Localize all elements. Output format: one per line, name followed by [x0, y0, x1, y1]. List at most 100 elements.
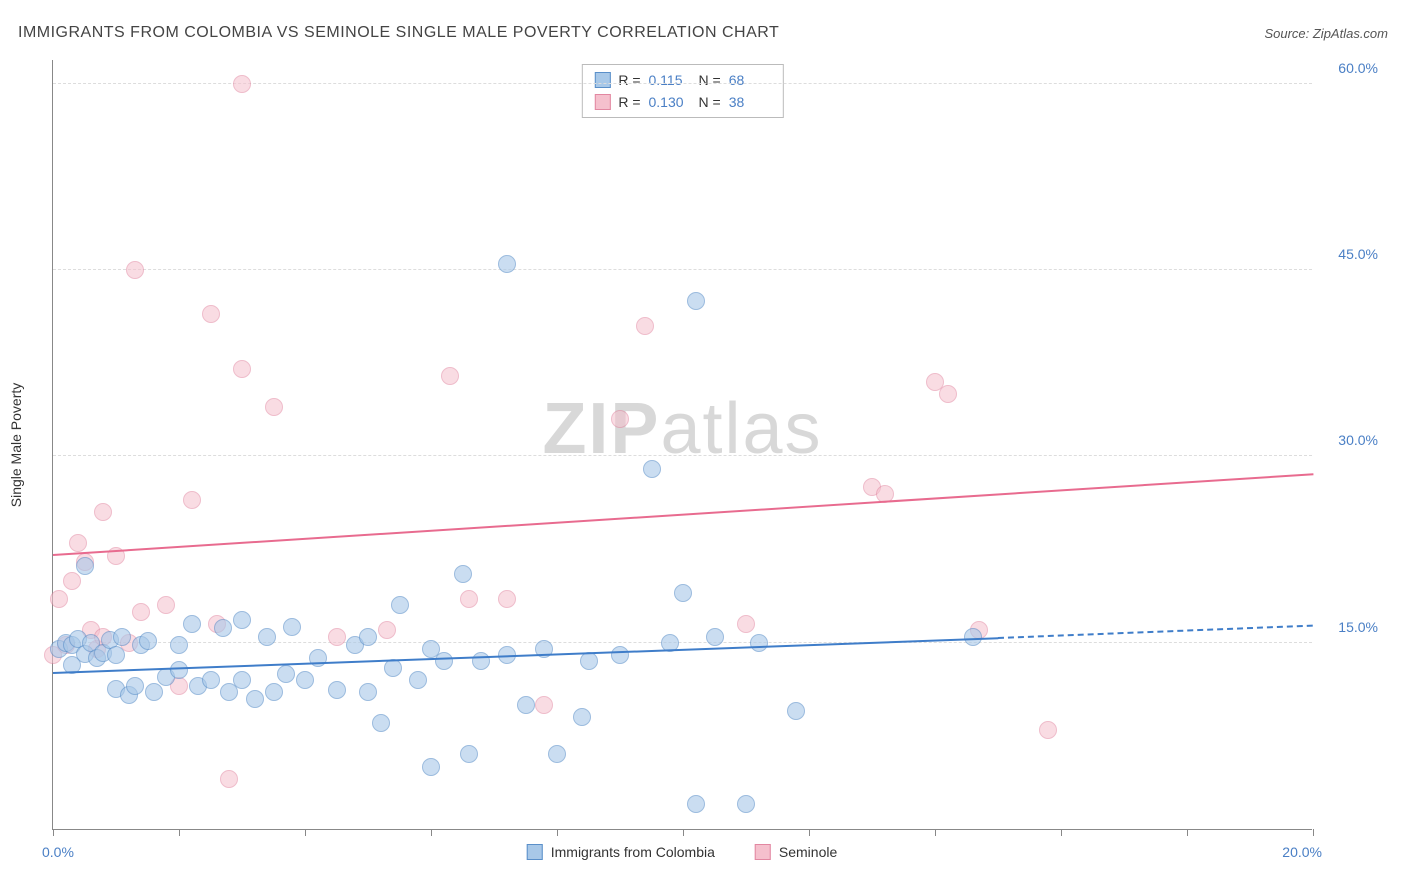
- scatter-point: [359, 628, 377, 646]
- scatter-point: [328, 681, 346, 699]
- y-tick-label: 45.0%: [1318, 246, 1378, 262]
- scatter-point: [687, 795, 705, 813]
- watermark: ZIPatlas: [542, 388, 822, 470]
- scatter-point: [113, 628, 131, 646]
- x-tick: [305, 829, 306, 836]
- correlation-stats-box: R = 0.115 N = 68 R = 0.130 N = 38: [581, 64, 783, 118]
- n-label: N =: [699, 94, 721, 110]
- y-tick-label: 15.0%: [1318, 619, 1378, 635]
- x-tick: [1061, 829, 1062, 836]
- scatter-point: [233, 671, 251, 689]
- stats-row: R = 0.115 N = 68: [594, 69, 770, 91]
- plot-canvas: ZIPatlas R =0.115N =68R =0.130N =38 15.0…: [52, 60, 1312, 830]
- x-tick: [53, 829, 54, 836]
- scatter-point: [277, 665, 295, 683]
- scatter-point: [787, 702, 805, 720]
- legend-swatch: [755, 844, 771, 860]
- scatter-point: [258, 628, 276, 646]
- scatter-point: [454, 565, 472, 583]
- gridline: [53, 269, 1312, 270]
- scatter-point: [328, 628, 346, 646]
- scatter-point: [63, 572, 81, 590]
- scatter-point: [548, 745, 566, 763]
- scatter-point: [372, 714, 390, 732]
- scatter-point: [636, 317, 654, 335]
- r-label: R =: [618, 72, 640, 88]
- scatter-point: [220, 770, 238, 788]
- scatter-point: [498, 255, 516, 273]
- y-tick-label: 30.0%: [1318, 432, 1378, 448]
- scatter-point: [706, 628, 724, 646]
- scatter-point: [214, 619, 232, 637]
- scatter-point: [283, 618, 301, 636]
- r-label: R =: [618, 94, 640, 110]
- scatter-point: [183, 491, 201, 509]
- legend-item: Seminole: [755, 844, 837, 860]
- scatter-point: [170, 636, 188, 654]
- scatter-point: [202, 305, 220, 323]
- scatter-point: [107, 646, 125, 664]
- x-tick: [683, 829, 684, 836]
- scatter-point: [517, 696, 535, 714]
- x-tick: [557, 829, 558, 836]
- scatter-point: [573, 708, 591, 726]
- r-value: 0.130: [649, 94, 691, 110]
- y-tick-label: 60.0%: [1318, 60, 1378, 76]
- legend-swatch: [594, 72, 610, 88]
- x-tick: [809, 829, 810, 836]
- x-tick: [935, 829, 936, 836]
- scatter-point: [460, 745, 478, 763]
- scatter-point: [535, 696, 553, 714]
- chart-plot-area: Single Male Poverty ZIPatlas R =0.115N =…: [52, 60, 1312, 830]
- x-tick: [431, 829, 432, 836]
- x-axis-end-label: 20.0%: [1282, 844, 1322, 860]
- scatter-point: [422, 758, 440, 776]
- scatter-point: [435, 652, 453, 670]
- n-label: N =: [699, 72, 721, 88]
- scatter-point: [359, 683, 377, 701]
- gridline: [53, 455, 1312, 456]
- legend-swatch: [527, 844, 543, 860]
- scatter-point: [145, 683, 163, 701]
- scatter-point: [964, 628, 982, 646]
- scatter-point: [139, 632, 157, 650]
- scatter-point: [233, 360, 251, 378]
- scatter-point: [687, 292, 705, 310]
- n-value: 38: [729, 94, 771, 110]
- legend-swatch: [594, 94, 610, 110]
- scatter-point: [643, 460, 661, 478]
- bottom-legend: Immigrants from Colombia Seminole: [527, 844, 838, 860]
- scatter-point: [94, 503, 112, 521]
- scatter-point: [157, 596, 175, 614]
- scatter-point: [409, 671, 427, 689]
- scatter-point: [265, 398, 283, 416]
- scatter-point: [441, 367, 459, 385]
- scatter-point: [674, 584, 692, 602]
- scatter-point: [246, 690, 264, 708]
- scatter-point: [170, 661, 188, 679]
- n-value: 68: [729, 72, 771, 88]
- scatter-point: [76, 557, 94, 575]
- r-value: 0.115: [649, 72, 691, 88]
- scatter-point: [939, 385, 957, 403]
- scatter-point: [202, 671, 220, 689]
- source-attribution: Source: ZipAtlas.com: [1264, 26, 1388, 41]
- scatter-point: [296, 671, 314, 689]
- scatter-point: [1039, 721, 1057, 739]
- scatter-point: [126, 677, 144, 695]
- scatter-point: [50, 590, 68, 608]
- chart-title: IMMIGRANTS FROM COLOMBIA VS SEMINOLE SIN…: [18, 24, 779, 42]
- scatter-point: [126, 261, 144, 279]
- scatter-point: [69, 534, 87, 552]
- x-tick: [179, 829, 180, 836]
- legend-item: Immigrants from Colombia: [527, 844, 715, 860]
- scatter-point: [132, 603, 150, 621]
- stats-row: R = 0.130 N = 38: [594, 91, 770, 113]
- scatter-point: [498, 590, 516, 608]
- scatter-point: [580, 652, 598, 670]
- scatter-point: [391, 596, 409, 614]
- scatter-point: [750, 634, 768, 652]
- scatter-point: [183, 615, 201, 633]
- gridline: [53, 642, 1312, 643]
- scatter-point: [611, 646, 629, 664]
